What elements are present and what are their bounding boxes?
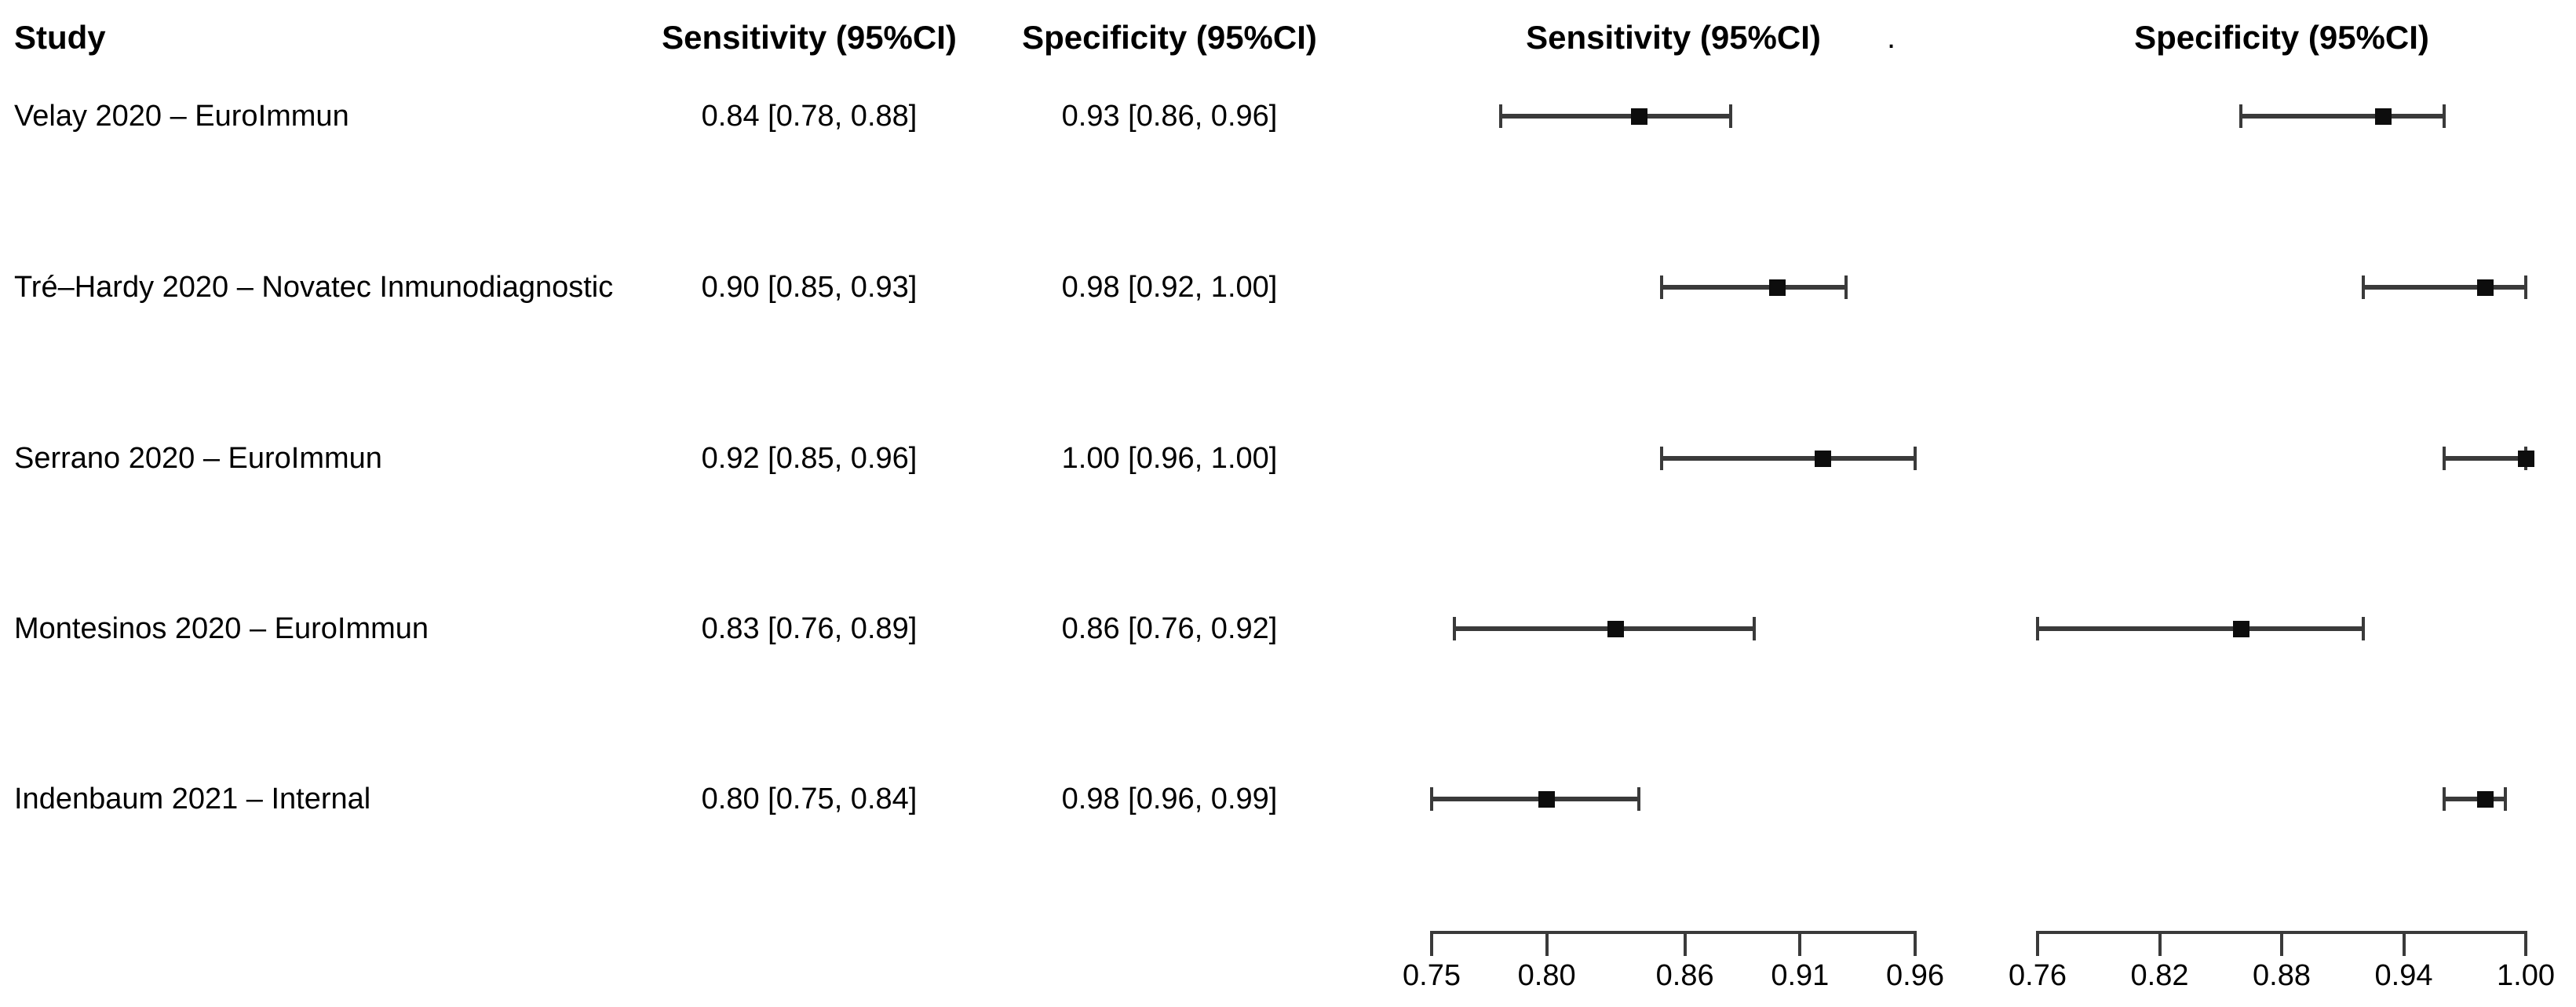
specificity-ci-cap-lower	[2239, 104, 2243, 128]
sensitivity-axis-line	[1432, 931, 1915, 934]
sensitivity-value: 0.92 [0.85, 0.96]	[701, 442, 918, 475]
study-label: Montesinos 2020 – EuroImmun	[14, 612, 429, 645]
sensitivity-axis-tick	[1914, 931, 1917, 956]
stray-dot: .	[1887, 20, 1896, 55]
specificity-point-marker	[2476, 279, 2494, 296]
sensitivity-axis-tick-label: 0.91	[1771, 959, 1830, 992]
sensitivity-point-marker	[1815, 450, 1832, 467]
sensitivity-value: 0.83 [0.76, 0.89]	[701, 612, 918, 645]
sensitivity-ci-cap-lower	[1430, 787, 1433, 811]
specificity-ci-line	[2241, 114, 2445, 119]
sensitivity-ci-line	[1662, 456, 1915, 461]
sensitivity-point-marker	[1630, 108, 1647, 125]
specificity-ci-cap-upper	[2361, 617, 2365, 640]
column-header-specificity-values: Specificity (95%CI)	[1022, 19, 1317, 56]
sensitivity-axis-tick	[1798, 931, 1802, 956]
sensitivity-axis-tick	[1683, 931, 1687, 956]
specificity-ci-line	[2444, 797, 2506, 801]
sensitivity-ci-cap-lower	[1660, 447, 1664, 470]
specificity-value: 0.93 [0.86, 0.96]	[1061, 100, 1278, 133]
plot-header-specificity: Specificity (95%CI)	[2134, 19, 2429, 56]
sensitivity-ci-cap-upper	[1752, 617, 1756, 640]
specificity-value: 0.98 [0.92, 1.00]	[1061, 271, 1278, 304]
column-header-study: Study	[14, 19, 106, 56]
sensitivity-ci-cap-lower	[1453, 617, 1457, 640]
sensitivity-axis-tick-label: 0.75	[1403, 959, 1461, 992]
study-label: Indenbaum 2021 – Internal	[14, 783, 371, 815]
study-label: Velay 2020 – EuroImmun	[14, 100, 349, 133]
sensitivity-ci-cap-upper	[1914, 447, 1917, 470]
specificity-axis-tick	[2280, 931, 2283, 956]
sensitivity-point-marker	[1538, 790, 1556, 808]
sensitivity-ci-line	[1454, 626, 1754, 631]
specificity-axis-tick-label: 0.76	[2009, 959, 2067, 992]
specificity-ci-cap-upper	[2443, 104, 2446, 128]
sensitivity-axis-tick	[1545, 931, 1549, 956]
specificity-axis-tick	[2158, 931, 2162, 956]
sensitivity-point-marker	[1607, 620, 1625, 637]
sensitivity-point-marker	[1768, 279, 1786, 296]
sensitivity-ci-line	[1662, 285, 1846, 290]
sensitivity-value: 0.84 [0.78, 0.88]	[701, 100, 918, 133]
sensitivity-value: 0.90 [0.85, 0.93]	[701, 271, 918, 304]
specificity-ci-cap-lower	[2443, 787, 2446, 811]
specificity-ci-line	[2038, 626, 2363, 631]
specificity-point-marker	[2232, 620, 2249, 637]
study-label: Tré–Hardy 2020 – Novatec Inmunodiagnosti…	[14, 271, 614, 304]
sensitivity-ci-cap-lower	[1660, 275, 1664, 299]
specificity-axis-tick-label: 0.82	[2130, 959, 2189, 992]
specificity-point-marker	[2375, 108, 2392, 125]
specificity-axis-tick-label: 1.00	[2497, 959, 2555, 992]
specificity-axis-tick	[2036, 931, 2039, 956]
specificity-value: 0.86 [0.76, 0.92]	[1061, 612, 1278, 645]
sensitivity-ci-cap-upper	[1729, 104, 1733, 128]
study-label: Serrano 2020 – EuroImmun	[14, 442, 382, 475]
sensitivity-ci-cap-upper	[1844, 275, 1848, 299]
specificity-ci-line	[2363, 285, 2526, 290]
sensitivity-ci-line	[1501, 114, 1731, 119]
sensitivity-ci-cap-upper	[1637, 787, 1640, 811]
specificity-ci-cap-upper	[2504, 787, 2508, 811]
specificity-axis-tick	[2402, 931, 2406, 956]
specificity-ci-cap-lower	[2361, 275, 2365, 299]
sensitivity-ci-cap-lower	[1499, 104, 1502, 128]
sensitivity-axis-tick-label: 0.96	[1886, 959, 1944, 992]
specificity-axis-tick	[2524, 931, 2527, 956]
sensitivity-axis-tick-label: 0.80	[1517, 959, 1576, 992]
specificity-ci-cap-upper	[2524, 275, 2527, 299]
plot-header-sensitivity: Sensitivity (95%CI)	[1526, 19, 1821, 56]
specificity-value: 0.98 [0.96, 0.99]	[1061, 783, 1278, 815]
sensitivity-axis-tick-label: 0.86	[1655, 959, 1714, 992]
specificity-ci-line	[2444, 456, 2526, 461]
sensitivity-ci-line	[1432, 797, 1639, 801]
column-header-sensitivity-values: Sensitivity (95%CI)	[662, 19, 957, 56]
specificity-value: 1.00 [0.96, 1.00]	[1061, 442, 1278, 475]
specificity-axis-tick-label: 0.88	[2253, 959, 2311, 992]
specificity-ci-cap-lower	[2443, 447, 2446, 470]
specificity-point-marker	[2476, 790, 2494, 808]
specificity-point-marker	[2517, 450, 2534, 467]
specificity-axis-tick-label: 0.94	[2374, 959, 2433, 992]
sensitivity-axis-tick	[1430, 931, 1433, 956]
sensitivity-value: 0.80 [0.75, 0.84]	[701, 783, 918, 815]
specificity-ci-cap-lower	[2036, 617, 2039, 640]
